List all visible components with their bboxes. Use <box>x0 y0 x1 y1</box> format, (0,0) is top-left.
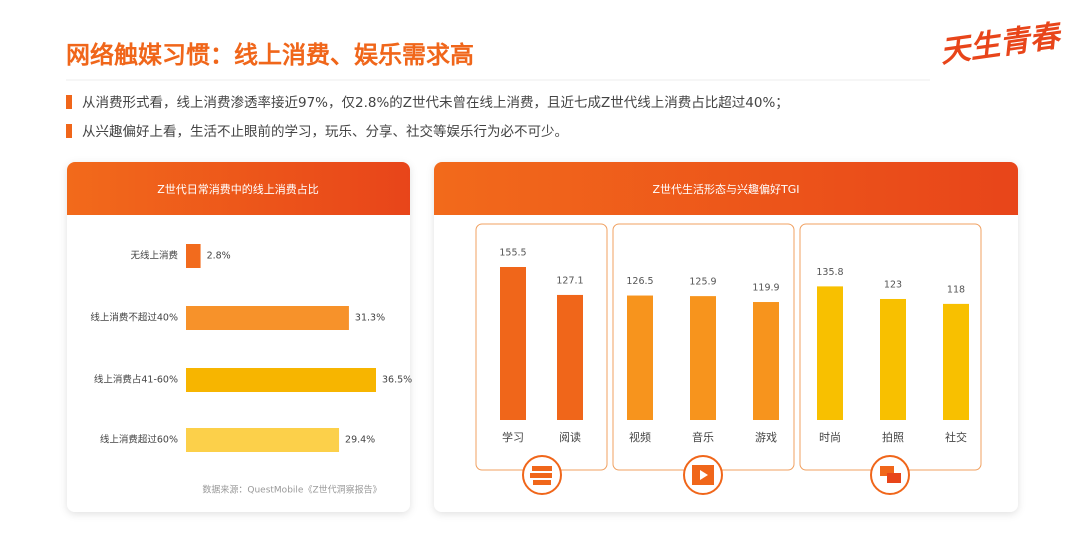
value-label: 135.8 <box>816 267 843 278</box>
page-title: 网络触媒习惯：线上消费、娱乐需求高 <box>66 41 474 69</box>
category-label: 时尚 <box>819 430 841 444</box>
value-label: 36.5% <box>382 375 412 386</box>
source: 数据来源：QuestMobile《Z世代洞察报告》 <box>202 484 381 496</box>
logo: 天生青春 <box>938 18 1066 70</box>
category-label: 线上消费不超过40% <box>90 312 178 324</box>
bullet-text: 从兴趣偏好上看，生活不止眼前的学习，玩乐、分享、社交等娱乐行为必不可少。 <box>82 123 568 140</box>
bar <box>753 302 779 420</box>
value-label: 2.8% <box>207 251 231 262</box>
category-label: 线上消费超过60% <box>100 434 178 446</box>
category-label: 拍照 <box>882 430 904 444</box>
card-title: Z世代生活形态与兴趣偏好TGI <box>652 182 799 196</box>
value-label: 126.5 <box>626 276 653 287</box>
bar <box>817 286 843 420</box>
bullet-text: 从消费形式看，线上消费渗透率接近97%，仅2.8%的Z世代未曾在线上消费，且近七… <box>82 94 789 111</box>
value-label: 119.9 <box>752 283 779 294</box>
bar <box>186 428 340 452</box>
category-label: 线上消费占41-60% <box>94 374 178 386</box>
card-header <box>434 162 1018 215</box>
card-title: Z世代日常消费中的线上消费占比 <box>157 182 319 196</box>
value-label: 31.3% <box>355 313 385 324</box>
value-label: 118 <box>947 284 965 295</box>
category-label: 音乐 <box>692 430 714 444</box>
bar <box>557 294 583 420</box>
icon <box>683 455 723 495</box>
card <box>434 162 1018 512</box>
value-label: 123 <box>884 279 902 290</box>
bar <box>186 368 376 392</box>
card-header <box>67 162 410 215</box>
bar <box>627 295 653 420</box>
bar <box>500 267 526 420</box>
value-label: 125.9 <box>689 277 716 288</box>
icon <box>870 455 910 495</box>
value-label: 127.1 <box>556 275 583 286</box>
category-label: 阅读 <box>559 430 581 444</box>
value-label: 29.4% <box>345 435 375 446</box>
bar <box>943 303 969 420</box>
bar <box>186 244 201 268</box>
bar <box>690 296 716 420</box>
category-label: 无线上消费 <box>130 250 178 262</box>
bullet-marker <box>66 124 72 138</box>
category-label: 视频 <box>629 430 651 444</box>
icon <box>522 455 562 495</box>
category-label: 社交 <box>945 430 967 444</box>
category-label: 学习 <box>502 430 524 444</box>
bar <box>880 298 906 420</box>
bullet-marker <box>66 95 72 109</box>
value-label: 155.5 <box>499 248 526 259</box>
bar <box>186 306 349 330</box>
category-label: 游戏 <box>755 431 777 444</box>
card <box>67 162 410 512</box>
